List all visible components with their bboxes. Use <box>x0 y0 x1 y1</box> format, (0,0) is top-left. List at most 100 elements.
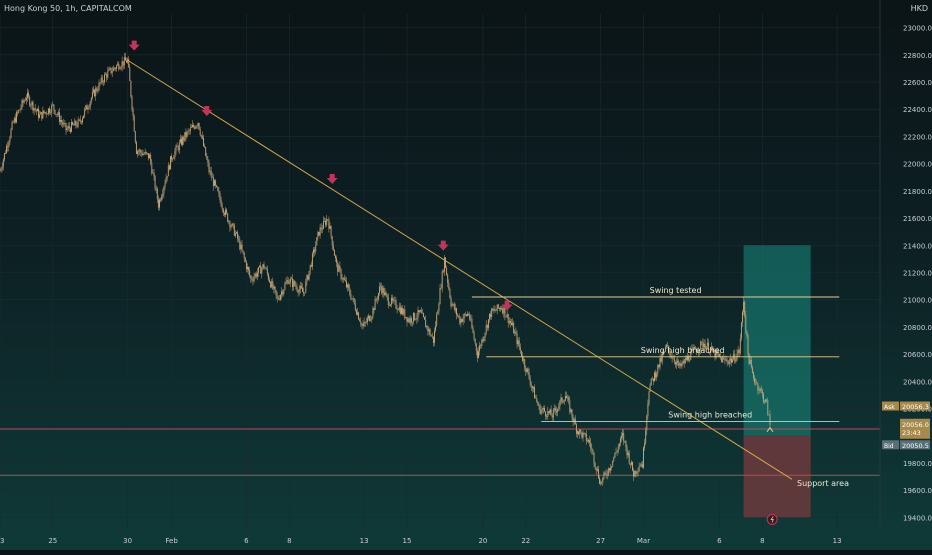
candle-body <box>534 387 535 398</box>
candle-body <box>50 113 51 114</box>
candle-body <box>331 226 332 236</box>
candle-body <box>141 153 142 156</box>
candle-body <box>662 355 663 362</box>
time-tick-label: 6 <box>244 537 249 545</box>
candle-body <box>619 444 620 447</box>
candle-body <box>654 373 655 382</box>
candle-body <box>413 313 414 322</box>
candle-body <box>393 300 394 301</box>
swing-level-label: Swing high breached <box>668 410 752 419</box>
candle-body <box>19 110 20 111</box>
price-tick-label: 22800.0 <box>903 52 932 60</box>
countdown-timer: 23:43 <box>902 429 921 437</box>
candle-body <box>543 408 544 409</box>
candle-body <box>495 309 496 310</box>
candle-body <box>56 114 57 115</box>
candle-body <box>44 111 45 113</box>
candle-body <box>605 473 606 474</box>
candle-body <box>640 465 641 467</box>
candle-body <box>244 253 245 258</box>
candle-body <box>523 359 524 360</box>
candle-body <box>765 400 766 402</box>
candle-body <box>214 180 215 186</box>
candle-body <box>580 430 581 432</box>
candle-body <box>3 159 4 166</box>
candle-body <box>453 304 454 305</box>
candle-body <box>429 329 430 331</box>
candle-body <box>233 224 234 225</box>
candle-body <box>179 142 180 150</box>
candle-body <box>299 289 300 292</box>
candle-body <box>353 298 354 299</box>
ask-badge-text: Ask <box>884 404 895 411</box>
candle-body <box>92 92 93 98</box>
candle-body <box>657 365 658 373</box>
candle-body <box>500 308 501 309</box>
candle-body <box>557 409 558 412</box>
candle-body <box>74 121 75 126</box>
candle-body <box>180 139 181 143</box>
candle-body <box>386 293 387 295</box>
candle-body <box>327 219 328 220</box>
candle-body <box>284 284 285 290</box>
candle-body <box>732 359 733 362</box>
candle-body <box>684 361 685 364</box>
candle-body <box>40 112 41 114</box>
candle-body <box>193 125 194 127</box>
candle-body <box>364 322 365 326</box>
time-tick-label: Mar <box>637 537 650 545</box>
candle-body <box>546 416 547 417</box>
time-tick-label: 30 <box>123 537 132 545</box>
candle-body <box>510 321 511 323</box>
candle-body <box>270 282 271 287</box>
candle-body <box>577 431 578 433</box>
candle-body <box>622 433 623 436</box>
candle-body <box>742 312 743 323</box>
candle-body <box>72 122 73 124</box>
candle-body <box>466 315 467 316</box>
candle-body <box>451 298 452 306</box>
candle-body <box>541 410 542 414</box>
candle-body <box>254 277 255 281</box>
price-tick-label: 21200.0 <box>903 270 932 278</box>
candle-body <box>209 163 210 172</box>
candle-body <box>81 121 82 122</box>
candle-body <box>462 319 463 322</box>
candle-body <box>121 67 122 68</box>
candle-body <box>251 279 252 280</box>
time-tick-label: 25 <box>48 537 57 545</box>
candle-body <box>152 173 153 174</box>
candle-body <box>71 122 72 132</box>
candle-body <box>163 187 164 193</box>
candle-body <box>343 278 344 279</box>
candle-body <box>276 290 277 295</box>
candle-body <box>199 123 200 129</box>
candle-body <box>592 450 593 453</box>
candle-body <box>509 321 510 323</box>
candle-body <box>166 178 167 183</box>
candle-body <box>195 126 196 128</box>
candle-body <box>479 345 480 351</box>
candle-body <box>469 314 470 319</box>
candle-body <box>265 268 266 269</box>
candle-body <box>471 319 472 328</box>
candle-body <box>146 152 147 153</box>
candle-body <box>308 275 309 279</box>
candle-body <box>409 319 410 323</box>
candle-body <box>18 110 19 113</box>
candle-body <box>277 295 278 298</box>
candle-body <box>507 314 508 317</box>
candle-body <box>294 281 295 285</box>
candle-body <box>436 314 437 325</box>
candle-body <box>487 325 488 328</box>
candle-body <box>627 447 628 455</box>
candle-body <box>518 340 519 344</box>
candle-body <box>392 298 393 301</box>
candle-body <box>415 319 416 320</box>
candle-body <box>419 310 420 312</box>
candle-body <box>248 267 249 271</box>
candle-body <box>269 280 270 283</box>
price-tick-label: 20600.0 <box>903 351 932 359</box>
